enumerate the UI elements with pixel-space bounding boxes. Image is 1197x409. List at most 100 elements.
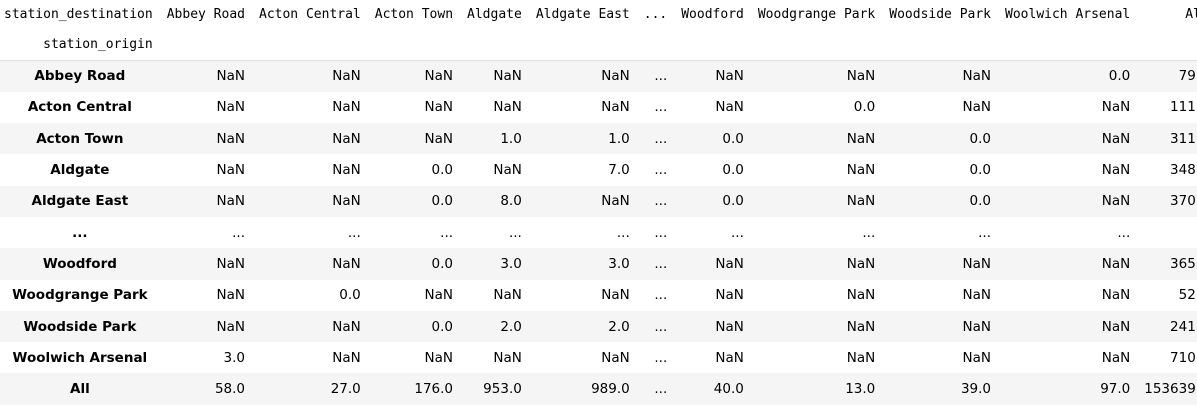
table-cell: NaN (846, 287, 876, 304)
table-cell: NaN (846, 130, 876, 147)
table-cell: 40.0 (713, 381, 744, 398)
table-cell: NaN (332, 255, 361, 272)
table-cell: ... (654, 318, 668, 335)
table-cell: NaN (846, 162, 876, 179)
table-cell: 0.0 (722, 130, 744, 147)
table-row: Woodside Park NaN NaN 0.0 2.0 2.0... NaN NaN NaN… (0, 310, 1197, 343)
table-cell: 1.0 (500, 130, 522, 147)
table-cell: 0.0 (722, 193, 744, 210)
table-row: All 58.0 27.0 176.0 953.0 989.0... 40.0 13.0 39.… (0, 373, 1197, 405)
table-cell: NaN (493, 287, 522, 304)
table-cell: 710.0 (1170, 349, 1197, 366)
table-cell: ... (440, 224, 454, 241)
table-cell: NaN (846, 349, 876, 366)
row-label: Woolwich Arsenal (12, 349, 148, 366)
columns-name-label: station_destination (4, 7, 153, 22)
column-header: Abbey Road (166, 7, 245, 22)
row-label: Acton Central (27, 99, 132, 116)
table-cell: ... (730, 224, 744, 241)
table-row: Aldgate East NaN NaN 0.0 8.0 NaN... 0.0 NaN 0.0 N… (0, 185, 1197, 217)
table-cell: 2.0 (608, 318, 630, 335)
table-cell: ... (654, 68, 668, 85)
table-cell: ... (1117, 224, 1131, 241)
table-cell: NaN (493, 349, 522, 366)
table-cell: 0.0 (1108, 68, 1131, 85)
table-cell: NaN (216, 130, 245, 147)
table-header: station_destination Abbey Road Acton Cent… (0, 0, 1197, 61)
table-cell: 0.0 (431, 318, 454, 335)
index-header-spacer (529, 29, 637, 61)
table-cell: NaN (493, 162, 522, 179)
table-cell: ... (654, 255, 668, 272)
table-cell: ... (1137, 217, 1197, 248)
table-cell: NaN (216, 68, 245, 85)
table-cell: NaN (216, 318, 245, 335)
table-cell: 79.0 (1178, 68, 1197, 85)
table-cell: NaN (962, 349, 992, 366)
table-cell: 2.0 (500, 318, 522, 335)
table-cell: 97.0 (1100, 381, 1131, 398)
table-cell: 3.0 (608, 255, 630, 272)
table-cell: NaN (962, 99, 992, 116)
column-header: Woodgrange Park (757, 7, 876, 22)
index-header-spacer (252, 29, 368, 61)
table-cell: NaN (846, 68, 876, 85)
table-cell: ... (654, 287, 668, 304)
table-cell: 13.0 (845, 381, 876, 398)
index-header-spacer (368, 29, 460, 61)
column-header: Woodside Park (889, 7, 992, 22)
table-cell: 176.0 (414, 381, 454, 398)
table-cell: NaN (601, 287, 630, 304)
column-header: Aldgate East (535, 7, 630, 22)
table-cell: NaN (1101, 318, 1131, 335)
table-cell: ... (654, 381, 668, 398)
row-label: ... (72, 224, 88, 241)
table-cell: ... (232, 224, 245, 241)
table-cell: NaN (962, 68, 992, 85)
table-row: Woodford NaN NaN 0.0 3.0 3.0... NaN NaN NaN NaN 36… (0, 248, 1197, 280)
table-row: Acton Central NaN NaN NaN NaN NaN... NaN 0.0 NaN… (0, 91, 1197, 124)
table-cell: 8.0 (500, 193, 522, 210)
table-cell: 0.0 (431, 162, 454, 179)
table-body: Abbey Road NaN NaN NaN NaN NaN... NaN NaN NaN 0.0… (0, 60, 1197, 405)
table-cell: NaN (332, 130, 361, 147)
column-header: Aldgate (467, 7, 522, 22)
index-header-spacer (751, 29, 882, 61)
table-cell: NaN (216, 287, 245, 304)
table-cell: NaN (962, 318, 992, 335)
table-cell: 0.0 (969, 193, 992, 210)
index-header-spacer (160, 29, 252, 61)
table-row: Aldgate NaN NaN 0.0 NaN 7.0... 0.0 NaN 0.0 NaN 348… (0, 154, 1197, 186)
row-label: Woodside Park (23, 318, 137, 335)
row-label: All (70, 381, 90, 398)
table-cell: 0.0 (722, 162, 744, 179)
table-cell: NaN (332, 193, 361, 210)
table-cell: ... (654, 224, 668, 241)
table-cell: 3.0 (223, 349, 245, 366)
index-header-spacer (1137, 29, 1197, 61)
table-cell: 58.0 (214, 381, 245, 398)
table-cell: 7.0 (608, 162, 630, 179)
table-cell: NaN (424, 130, 454, 147)
table-cell: NaN (424, 287, 454, 304)
table-cell: NaN (1101, 255, 1131, 272)
table-cell: NaN (601, 68, 630, 85)
table-cell: NaN (715, 99, 744, 116)
index-header-spacer (882, 29, 998, 61)
row-label: Acton Town (36, 130, 124, 147)
table-cell: NaN (332, 99, 361, 116)
table-row: Acton Town NaN NaN NaN 1.0 1.0... 0.0 NaN 0.0 NaN… (0, 123, 1197, 155)
column-header: ... (643, 7, 668, 22)
table-cell: NaN (1101, 162, 1131, 179)
table-cell: NaN (715, 349, 744, 366)
table-row: .................................... (0, 216, 1197, 249)
table-cell: NaN (715, 255, 744, 272)
column-header: Woodford (681, 7, 744, 22)
table-cell: NaN (332, 162, 361, 179)
table-cell: NaN (962, 287, 992, 304)
table-cell: NaN (1101, 99, 1131, 116)
table-cell: NaN (715, 68, 744, 85)
table-cell: 348.0 (1170, 162, 1197, 179)
table-cell: NaN (601, 99, 630, 116)
